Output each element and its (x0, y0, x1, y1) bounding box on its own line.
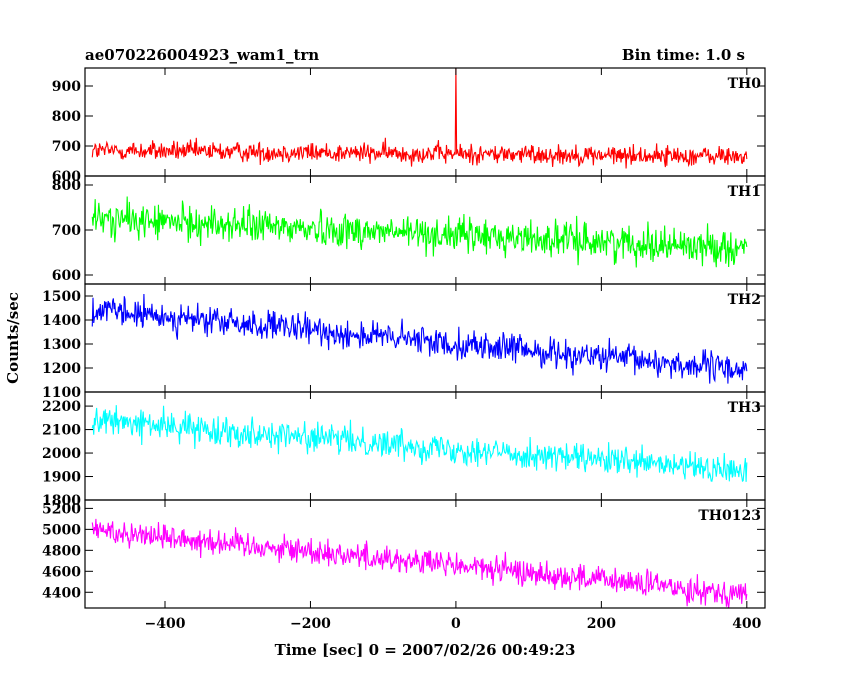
x-tick-label: 0 (451, 616, 461, 632)
bin-time-label: Bin time: 1.0 s (622, 46, 745, 64)
panel-label-th3: TH3 (728, 400, 761, 416)
x-tick-label: 200 (587, 616, 616, 632)
y-tick-label-th1: 800 (52, 178, 81, 194)
y-tick-label-th3: 1800 (42, 493, 81, 509)
y-tick-label-th2: 1500 (42, 289, 81, 305)
series-line-th3 (91, 405, 748, 483)
y-tick-label-th3: 2000 (42, 446, 81, 462)
plot-title: ae070226004923_wam1_trn (85, 46, 319, 64)
panel-label-th1: TH1 (728, 184, 761, 200)
x-tick-label: −200 (290, 616, 331, 632)
y-tick-label-th3: 2100 (42, 423, 81, 439)
y-tick-label-th0: 600 (52, 169, 81, 185)
y-tick-label-th2: 1400 (42, 313, 81, 329)
y-tick-label-th0: 900 (52, 79, 81, 95)
x-tick-label: 400 (732, 616, 761, 632)
y-tick-label-th2: 1100 (42, 385, 81, 401)
y-tick-label-th0: 700 (52, 139, 81, 155)
panel-frame-th0123 (84, 499, 766, 609)
x-tick-label: −400 (145, 616, 186, 632)
y-tick-label-th0123: 5200 (42, 501, 81, 517)
panel-label-th0123: TH0123 (698, 508, 761, 524)
y-tick-label-th0123: 4800 (42, 543, 81, 559)
series-line-th2 (91, 294, 748, 384)
y-tick-label-th2: 1200 (42, 361, 81, 377)
y-tick-label-th0: 800 (52, 109, 81, 125)
y-tick-label-th1: 600 (52, 268, 81, 284)
panels-group: 600 700 800 900 TH0 600 700 800 TH1 1100 1200 1300 1… (42, 67, 766, 632)
y-axis-title: Counts/sec (4, 292, 22, 384)
series-line-th0123 (91, 518, 748, 608)
y-tick-label-th0123: 5000 (42, 522, 81, 538)
panel-frame-th3 (84, 391, 766, 501)
x-axis-title: Time [sec] 0 = 2007/02/26 00:49:23 (275, 641, 576, 659)
y-tick-label-th2: 1300 (42, 337, 81, 353)
panel-frame-th0 (84, 67, 766, 177)
y-tick-label-th0123: 4600 (42, 564, 81, 580)
series-line-th0 (91, 68, 748, 169)
y-tick-label-th0123: 4400 (42, 585, 81, 601)
panel-label-th0: TH0 (728, 76, 762, 92)
panel-label-th2: TH2 (728, 292, 761, 308)
series-line-th1 (91, 196, 748, 268)
y-tick-label-th1: 700 (52, 223, 81, 239)
y-tick-label-th3: 2200 (42, 399, 81, 415)
y-tick-label-th3: 1900 (42, 470, 81, 486)
